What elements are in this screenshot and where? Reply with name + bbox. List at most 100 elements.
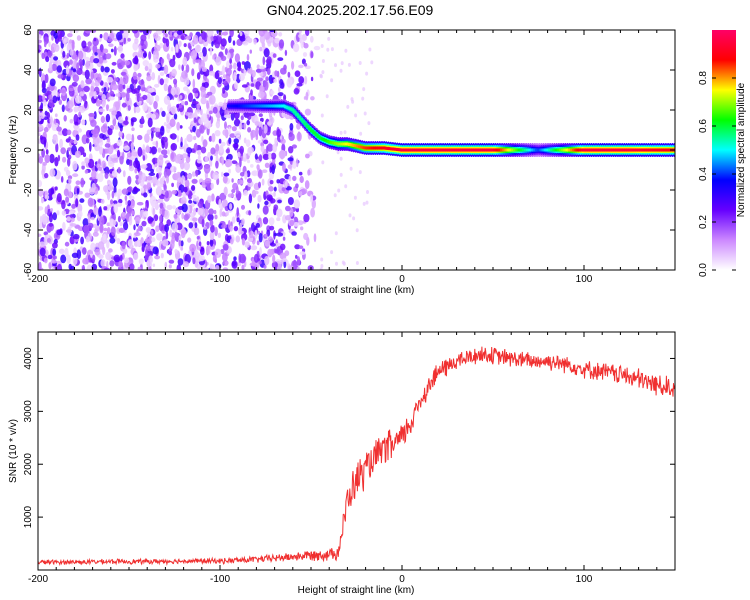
spectrogram-noise-blob [112, 219, 117, 226]
spectrogram-noise-blob [92, 254, 96, 263]
spectrogram-noise-blob [155, 130, 161, 138]
spectrogram-noise-blob [278, 150, 286, 159]
spectrogram-noise-blob [71, 203, 76, 209]
spectrogram-noise-blob [229, 225, 233, 232]
spectrogram-noise-blob [170, 152, 174, 160]
spectrogram-noise-blob [116, 149, 121, 158]
spectrogram-noise-blob [107, 156, 111, 164]
spectrogram-noise-blob [103, 185, 110, 193]
spectrogram-noise-blob [82, 218, 89, 227]
spectrogram-noise-blob [74, 54, 79, 62]
spectrogram-noise-blob [326, 47, 330, 52]
spectrogram-noise-blob [56, 263, 63, 270]
spectrogram-noise-blob [171, 68, 177, 77]
spectrogram-noise-blob [203, 32, 208, 42]
spectrogram-noise-blob [180, 229, 186, 239]
spectrogram-noise-blob [65, 196, 70, 203]
spectrogram-noise-blob [273, 191, 276, 197]
spectrogram-noise-blob [268, 153, 272, 160]
spectrogram-noise-blob [222, 267, 228, 270]
spectrogram-noise-blob [319, 73, 323, 78]
spectrogram-noise-blob [304, 75, 308, 85]
chart-title: GN04.2025.202.17.56.E09 [266, 2, 434, 18]
spectrogram-noise-blob [335, 261, 338, 266]
spectrogram-noise-blob [214, 214, 218, 220]
spectrogram-noise-blob [194, 109, 198, 114]
spectrogram-noise-blob [304, 180, 310, 190]
spectrogram-noise-blob [249, 49, 252, 54]
spectrogram-noise-blob [209, 264, 215, 270]
spectrogram-y-tick-label: -60 [23, 262, 34, 277]
colorbar-tick-label: 0.6 [698, 119, 709, 133]
spectrogram-noise-blob [166, 219, 171, 227]
spectrogram-noise-blob [181, 203, 188, 213]
spectrogram-noise-blob [191, 178, 198, 184]
spectrogram-noise-blob [99, 34, 103, 39]
spectrogram-noise-blob [87, 197, 94, 207]
spectrogram-noise-blob [179, 125, 183, 129]
spectrogram-noise-blob [223, 80, 229, 86]
spectrogram-noise-blob [267, 248, 273, 258]
spectrogram-noise-blob [68, 178, 72, 184]
spectrogram-noise-blob [63, 115, 67, 122]
spectrogram-noise-blob [258, 113, 263, 117]
spectrogram-noise-blob [311, 199, 316, 209]
spectrogram-noise-blob [52, 135, 59, 145]
spectrogram-noise-blob [173, 113, 178, 120]
spectrogram-noise-blob [273, 204, 279, 211]
spectrogram-noise-blob [104, 143, 111, 148]
spectrogram-noise-blob [122, 170, 126, 178]
spectrogram-noise-blob [44, 206, 48, 215]
spectrogram-noise-blob [227, 193, 235, 198]
spectrogram-noise-blob [100, 198, 105, 204]
spectrogram-noise-blob [231, 160, 238, 165]
spectrogram-noise-blob [299, 175, 304, 184]
spectrogram-noise-blob [105, 251, 112, 261]
spectrogram-noise-blob [62, 221, 66, 231]
spectrogram-noise-blob [127, 37, 131, 42]
spectrogram-noise-blob [228, 168, 232, 174]
spectrogram-noise-blob [181, 64, 184, 72]
spectrogram-noise-blob [151, 72, 156, 81]
spectrogram-noise-blob [144, 238, 150, 244]
spectrogram-noise-blob [243, 189, 249, 196]
spectrogram-noise-blob [264, 255, 270, 266]
spectrogram-noise-blob [106, 104, 109, 112]
spectrogram-noise-blob [73, 106, 80, 112]
spectrogram-noise-blob [171, 235, 176, 244]
spectrogram-noise-blob [117, 215, 121, 223]
spectrogram-noise-blob [146, 199, 149, 209]
spectrogram-noise-blob [67, 175, 73, 180]
spectrogram-noise-blob [201, 218, 205, 228]
spectrogram-noise-blob [156, 233, 163, 241]
spectrogram-noise-blob [100, 125, 108, 133]
spectrogram-noise-blob [99, 146, 103, 155]
spectrogram-noise-blob [257, 169, 263, 179]
spectrogram-noise-blob [116, 31, 123, 41]
snr-x-axis-title: Height of straight line (km) [298, 585, 415, 596]
spectrogram-noise-blob [362, 201, 366, 206]
spectrogram-noise-blob [246, 159, 251, 164]
spectrogram-noise-blob [192, 34, 199, 45]
spectrogram-noise-blob [52, 242, 58, 249]
spectrogram-noise-blob [241, 237, 245, 246]
spectrogram-noise-blob [334, 231, 338, 236]
spectrogram-noise-blob [115, 93, 121, 97]
spectrogram-noise-blob [72, 233, 80, 240]
spectrogram-noise-blob [166, 116, 170, 124]
spectrogram-noise-blob [287, 71, 291, 78]
spectrogram-noise-blob [120, 61, 126, 66]
spectrogram-noise-blob [120, 53, 125, 59]
spectrogram-noise-blob [264, 233, 268, 238]
spectrogram-noise-blob [188, 92, 193, 103]
spectrogram-noise-blob [249, 262, 256, 267]
spectrogram-noise-blob [167, 149, 170, 155]
spectrogram-noise-blob [111, 83, 118, 91]
spectrogram-noise-blob [179, 95, 183, 100]
spectrogram-noise-blob [177, 177, 182, 183]
spectrogram-noise-blob [191, 194, 197, 199]
spectrogram-noise-blob [164, 261, 168, 269]
spectrogram-noise-blob [121, 102, 127, 108]
spectrogram-noise-blob [365, 200, 369, 205]
spectrogram-noise-blob [128, 165, 135, 172]
